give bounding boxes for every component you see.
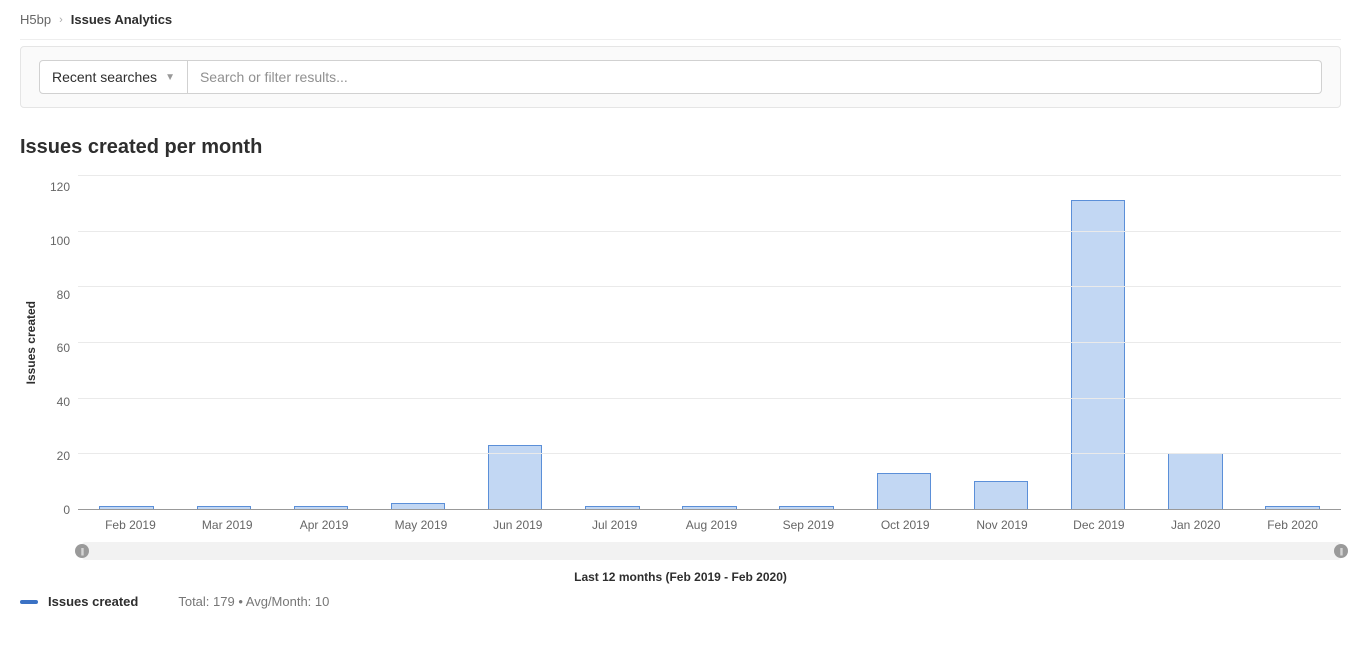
legend-swatch <box>20 600 38 604</box>
range-caption: Last 12 months (Feb 2019 - Feb 2020) <box>20 570 1341 584</box>
chart-section: Issues created per month Issues created … <box>20 136 1341 609</box>
bar[interactable] <box>294 506 348 509</box>
filter-bar: Recent searches ▼ <box>20 46 1341 108</box>
gridline <box>78 342 1341 343</box>
bar[interactable] <box>197 506 251 509</box>
bar[interactable] <box>1168 453 1222 509</box>
x-tick: Aug 2019 <box>663 518 760 532</box>
chart-title: Issues created per month <box>20 136 1341 159</box>
x-tick: Nov 2019 <box>954 518 1051 532</box>
x-tick: Jan 2020 <box>1147 518 1244 532</box>
x-tick: Jul 2019 <box>566 518 663 532</box>
bar[interactable] <box>391 503 445 509</box>
bar[interactable] <box>779 506 833 509</box>
recent-searches-button[interactable]: Recent searches ▼ <box>39 60 188 94</box>
x-tick: May 2019 <box>373 518 470 532</box>
y-tick: 40 <box>57 396 70 408</box>
bar[interactable] <box>682 506 736 509</box>
gridline <box>78 231 1341 232</box>
bar[interactable] <box>877 473 931 509</box>
x-tick: Sep 2019 <box>760 518 857 532</box>
chart-legend: Issues created Total: 179 • Avg/Month: 1… <box>20 594 1341 609</box>
bar[interactable] <box>974 481 1028 509</box>
x-tick: Feb 2020 <box>1244 518 1341 532</box>
chart-container: Issues created 120100806040200 <box>20 175 1341 510</box>
breadcrumb-current: Issues Analytics <box>71 12 172 27</box>
y-axis-ticks: 120100806040200 <box>38 175 78 510</box>
x-tick: Oct 2019 <box>857 518 954 532</box>
gridline <box>78 175 1341 176</box>
chart-plot <box>78 175 1341 510</box>
gridline <box>78 398 1341 399</box>
gridline <box>78 286 1341 287</box>
x-tick: Mar 2019 <box>179 518 276 532</box>
chevron-right-icon: › <box>59 14 63 26</box>
recent-searches-label: Recent searches <box>52 69 157 85</box>
legend-item-issues-created: Issues created <box>20 594 138 609</box>
legend-meta: Total: 179 • Avg/Month: 10 <box>178 594 329 609</box>
range-slider-handle-left[interactable]: || <box>75 544 89 558</box>
search-input[interactable] <box>188 60 1322 94</box>
y-tick: 0 <box>63 504 70 516</box>
bar[interactable] <box>99 506 153 509</box>
gridline <box>78 453 1341 454</box>
x-tick: Feb 2019 <box>82 518 179 532</box>
y-tick: 20 <box>57 450 70 462</box>
y-tick: 120 <box>50 181 70 193</box>
bar[interactable] <box>585 506 639 509</box>
legend-label: Issues created <box>48 594 138 609</box>
breadcrumb: H5bp › Issues Analytics <box>20 0 1341 40</box>
bar[interactable] <box>488 445 542 509</box>
breadcrumb-root[interactable]: H5bp <box>20 12 51 27</box>
bar[interactable] <box>1265 506 1319 509</box>
y-tick: 80 <box>57 289 70 301</box>
range-slider-handle-right[interactable]: || <box>1334 544 1348 558</box>
x-tick: Jun 2019 <box>469 518 566 532</box>
y-axis-label: Issues created <box>20 301 38 384</box>
chevron-down-icon: ▼ <box>165 72 175 83</box>
y-tick: 100 <box>50 235 70 247</box>
x-tick: Apr 2019 <box>276 518 373 532</box>
y-tick: 60 <box>57 342 70 354</box>
bar[interactable] <box>1071 200 1125 509</box>
range-slider[interactable]: || || <box>82 542 1341 560</box>
x-tick: Dec 2019 <box>1050 518 1147 532</box>
x-axis-ticks: Feb 2019Mar 2019Apr 2019May 2019Jun 2019… <box>82 518 1341 532</box>
